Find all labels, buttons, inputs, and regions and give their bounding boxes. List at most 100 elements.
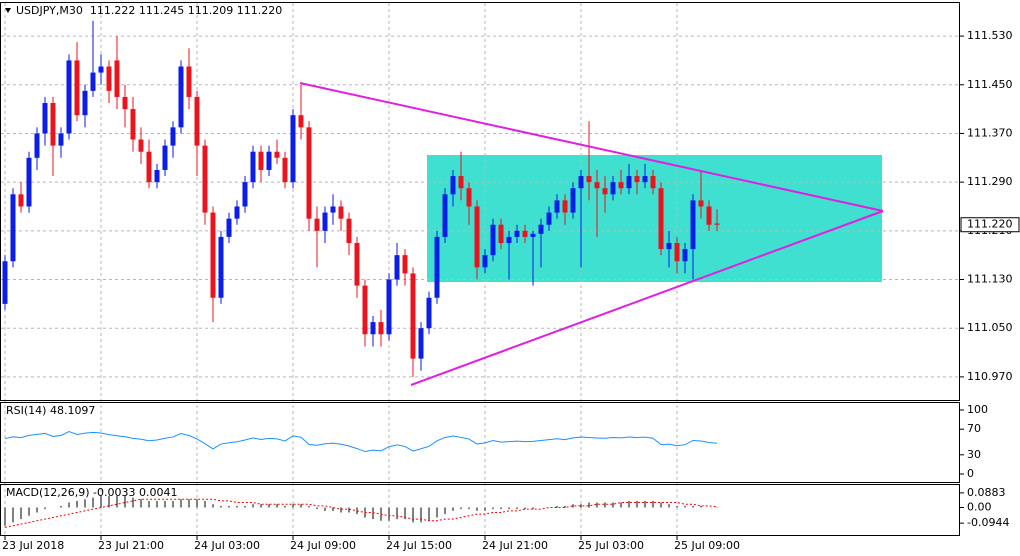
candle-body — [698, 200, 704, 207]
candle-body — [106, 66, 112, 91]
candle-body — [570, 188, 576, 213]
y-tick-label: 111.450 — [967, 78, 1013, 91]
candle-body — [18, 194, 24, 207]
candle-body — [66, 60, 72, 134]
candle-body — [474, 206, 480, 268]
candle-body — [586, 176, 592, 183]
candle-body — [258, 151, 264, 170]
rsi-title: RSI(14) 48.1097 — [6, 404, 95, 417]
candle-body — [530, 233, 536, 237]
candle-body — [682, 249, 688, 262]
x-tick-label: 24 Jul 21:00 — [482, 539, 548, 552]
candle-body — [602, 188, 608, 195]
candle-body — [594, 182, 600, 189]
candle-body — [410, 273, 416, 359]
candle-body — [162, 145, 168, 170]
chart-title: USDJPY,M30 111.222 111.245 111.209 111.2… — [16, 4, 282, 17]
candle-body — [34, 133, 40, 158]
candle-body — [626, 176, 632, 189]
candle-body — [650, 176, 656, 189]
candle-body — [466, 188, 472, 207]
candle-body — [274, 151, 280, 158]
candle-body — [498, 224, 504, 243]
rsi-line — [4, 430, 718, 453]
current-price-box — [960, 217, 1020, 233]
candle-body — [610, 182, 616, 195]
candle-body — [242, 182, 248, 207]
candle-body — [306, 127, 312, 219]
candle-body — [98, 66, 104, 73]
rsi-panel-frame — [0, 402, 960, 483]
candle-body — [538, 224, 544, 234]
candle-body — [642, 176, 648, 183]
current-price-label: 111.220 — [967, 218, 1013, 231]
x-tick-label: 25 Jul 03:00 — [578, 539, 644, 552]
candle-body — [266, 151, 272, 170]
x-tick-label: 24 Jul 09:00 — [290, 539, 356, 552]
x-tick-label: 25 Jul 09:00 — [674, 539, 740, 552]
candle-body — [354, 242, 360, 286]
y-tick-label: 0.0883 — [967, 486, 1006, 499]
candle-body — [450, 176, 456, 195]
candle-body — [482, 255, 488, 268]
y-tick-label: 0 — [967, 467, 974, 480]
candle-body — [202, 145, 208, 213]
y-tick-label: 111.130 — [967, 273, 1013, 286]
candle-body — [122, 96, 128, 110]
plot-layer — [2, 20, 720, 528]
annotation-layer — [299, 82, 884, 386]
candle-body — [290, 115, 296, 183]
candle-body — [74, 60, 80, 116]
candle-body — [666, 242, 672, 250]
candle-body — [690, 200, 696, 250]
candle-body — [386, 279, 392, 335]
candle-body — [82, 90, 88, 116]
y-tick-label: 110.970 — [967, 370, 1013, 383]
candle-body — [362, 285, 368, 335]
candle-body — [442, 194, 448, 237]
x-tick-label: 24 Jul 03:00 — [194, 539, 260, 552]
candle-body — [490, 224, 496, 256]
candle-body — [218, 236, 224, 298]
candle-body — [234, 206, 240, 219]
macd-panel-frame — [0, 484, 960, 536]
triangle-lower-line — [410, 210, 884, 386]
y-tick-label: -0.0944 — [967, 516, 1009, 529]
candle-body — [194, 96, 200, 146]
candle-body — [402, 255, 408, 274]
candle-body — [346, 218, 352, 243]
candle-body — [658, 188, 664, 250]
candle-body — [578, 176, 584, 189]
candle-body — [282, 157, 288, 183]
y-tick-label: 100 — [967, 403, 988, 416]
candle-body — [10, 194, 16, 262]
candle-body — [42, 103, 48, 134]
y-tick-label: 111.050 — [967, 321, 1013, 334]
menu-arrow — [5, 8, 11, 13]
candle-body — [58, 133, 64, 146]
candle-body — [210, 212, 216, 298]
candle-body — [178, 66, 184, 128]
candle-body — [314, 218, 320, 231]
x-tick-label: 23 Jul 21:00 — [98, 539, 164, 552]
candle-body — [138, 139, 144, 152]
x-tick-label: 23 Jul 2018 — [2, 539, 64, 552]
y-tick-label: 111.530 — [967, 29, 1013, 42]
candle-body — [114, 60, 120, 97]
candle-body — [298, 115, 304, 128]
candle-body — [378, 322, 384, 335]
candle-body — [514, 230, 520, 237]
candle-body — [226, 218, 232, 237]
y-tick-label: 30 — [967, 448, 981, 461]
candle-body — [434, 236, 440, 298]
candle-body — [458, 176, 464, 189]
candle-body — [418, 328, 424, 359]
macd-signal-line — [4, 498, 718, 528]
candle-body — [714, 223, 720, 225]
candle-body — [26, 157, 32, 207]
range-box — [427, 155, 882, 282]
macd-title: MACD(12,26,9) -0.0033 0.0041 — [6, 486, 177, 499]
candle-body — [370, 322, 376, 335]
candle-body — [146, 151, 152, 183]
